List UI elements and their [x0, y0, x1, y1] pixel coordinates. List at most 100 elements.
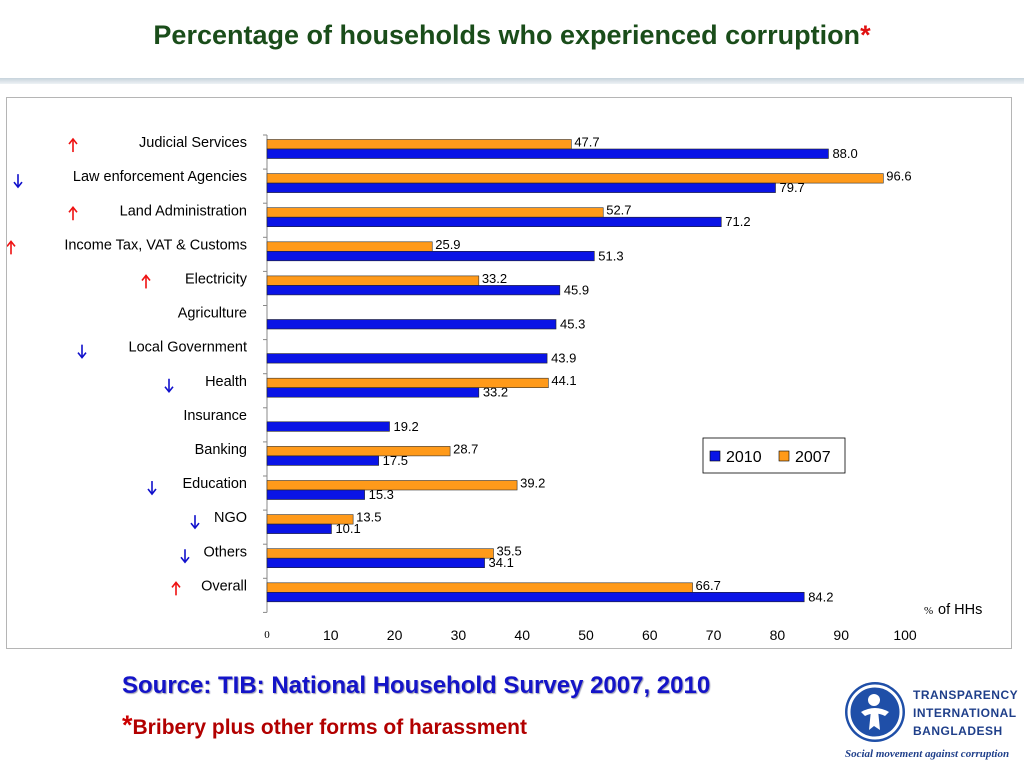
tib-logo: TRANSPARENCY INTERNATIONAL BANGLADESH So… [843, 680, 1023, 766]
x-axis-unit: % [924, 605, 933, 617]
x-tick-label: 70 [706, 627, 722, 643]
legend-label-2010: 2010 [726, 449, 762, 466]
legend-label-2007: 2007 [795, 449, 831, 466]
title-text: Percentage of households who experienced… [153, 20, 861, 50]
category-label: Agriculture [178, 306, 247, 322]
up-arrow-icon [171, 581, 181, 596]
person-in-circle-logo-icon [845, 682, 905, 742]
data-label-2007: 28.7 [453, 441, 478, 456]
bar-2007 [266, 207, 604, 218]
up-arrow-icon [68, 205, 78, 221]
data-label-2007: 13.5 [356, 510, 381, 525]
logo-line-1: TRANSPARENCY [913, 688, 1019, 702]
data-label-2010: 71.2 [725, 214, 750, 229]
data-label-2010: 10.1 [335, 521, 360, 536]
x-tick-label: 80 [770, 627, 786, 643]
bar-2010 [266, 591, 805, 603]
category-label: Judicial Services [139, 135, 247, 151]
data-label-2010: 45.9 [564, 282, 589, 297]
category-label: Land Administration [120, 203, 247, 219]
bar-2007 [266, 241, 433, 252]
down-arrow-icon [180, 549, 190, 564]
bar-2007 [266, 548, 494, 559]
slide-title: Percentage of households who experienced… [0, 20, 1024, 51]
down-arrow-icon [77, 344, 87, 359]
category-label: Income Tax, VAT & Customs [64, 237, 247, 253]
logo-tagline: Social movement against corruption [845, 748, 1010, 760]
logo-line-3: BANGLADESH [913, 724, 1003, 738]
x-tick-label: 0 [264, 629, 270, 641]
data-label-2007: 33.2 [482, 271, 507, 286]
data-label-2007: 66.7 [696, 578, 721, 593]
bar-2007 [266, 582, 693, 593]
data-label-2007: 96.6 [886, 169, 911, 184]
down-arrow-icon [147, 481, 157, 496]
data-label-2010: 17.5 [383, 453, 408, 468]
bar-2010 [266, 319, 557, 330]
category-label: Local Government [129, 340, 247, 356]
legend-box [702, 437, 846, 474]
x-axis-label: of HHs [938, 602, 982, 618]
data-label-2007: 35.5 [496, 544, 521, 559]
x-tick-label: 10 [323, 627, 339, 643]
bar-2010 [266, 353, 548, 364]
data-label-2010: 84.2 [808, 589, 833, 604]
category-label: Insurance [183, 408, 247, 424]
corruption-bar-chart: Judicial Services 47.7 88.0 Law enforcement… [7, 134, 982, 643]
bar-2010 [266, 216, 722, 227]
source-note: Source: TIB: National Household Survey 2… [122, 672, 711, 699]
chart-frame: Judicial Services 47.7 88.0 Law enforcement… [6, 97, 1012, 649]
data-label-2010: 34.1 [489, 555, 514, 570]
up-arrow-icon [141, 274, 151, 289]
data-label-2007: 25.9 [435, 237, 460, 252]
bar-2010 [266, 489, 365, 500]
bar-2010 [266, 251, 595, 262]
bar-2007 [266, 480, 518, 491]
title-asterisk: * [860, 20, 871, 50]
bar-2010 [266, 182, 776, 193]
x-tick-label: 100 [893, 627, 917, 643]
category-label: Others [203, 544, 247, 560]
bar-2007 [266, 446, 451, 457]
data-label-2010: 19.2 [393, 419, 418, 434]
logo-line-2: INTERNATIONAL [913, 706, 1017, 720]
up-arrow-icon [68, 137, 78, 153]
data-label-2010: 15.3 [369, 487, 394, 502]
bar-2010 [266, 421, 390, 432]
data-label-2007: 44.1 [551, 373, 576, 388]
bar-2010 [266, 455, 379, 466]
bar-2010 [266, 557, 485, 569]
footnote-text: Bribery plus other forms of harassment [132, 716, 527, 739]
category-label: Law enforcement Agencies [73, 169, 247, 185]
x-tick-label: 30 [451, 627, 467, 643]
data-label-2010: 79.7 [779, 180, 804, 195]
footnote-asterisk: * [122, 710, 133, 740]
data-label-2007: 39.2 [520, 476, 545, 491]
category-label: Health [205, 374, 247, 390]
category-label: Overall [201, 578, 247, 594]
bar-2010 [266, 387, 480, 398]
category-label: Electricity [185, 271, 248, 287]
down-arrow-icon [190, 515, 200, 530]
footnote: *Bribery plus other forms of harassment [122, 710, 527, 741]
data-label-2010: 33.2 [483, 385, 508, 400]
category-label: NGO [214, 510, 247, 526]
data-label-2010: 43.9 [551, 351, 576, 366]
bar-2010 [266, 523, 332, 534]
title-divider [0, 78, 1024, 84]
down-arrow-icon [13, 174, 23, 189]
data-label-2010: 45.3 [560, 317, 585, 332]
legend-swatch-2010 [709, 450, 721, 462]
legend-swatch-2007 [778, 450, 790, 462]
category-label: Education [183, 476, 248, 492]
up-arrow-icon [7, 240, 16, 255]
bar-2007 [266, 139, 572, 150]
data-label-2007: 47.7 [574, 135, 599, 150]
bar-2010 [266, 148, 829, 159]
category-label: Banking [195, 442, 247, 458]
x-tick-label: 60 [642, 627, 658, 643]
bar-2007 [266, 275, 480, 286]
x-tick-label: 50 [578, 627, 594, 643]
data-label-2010: 88.0 [832, 146, 857, 161]
logo-wordmark: TRANSPARENCY INTERNATIONAL BANGLADESH [913, 686, 1023, 740]
